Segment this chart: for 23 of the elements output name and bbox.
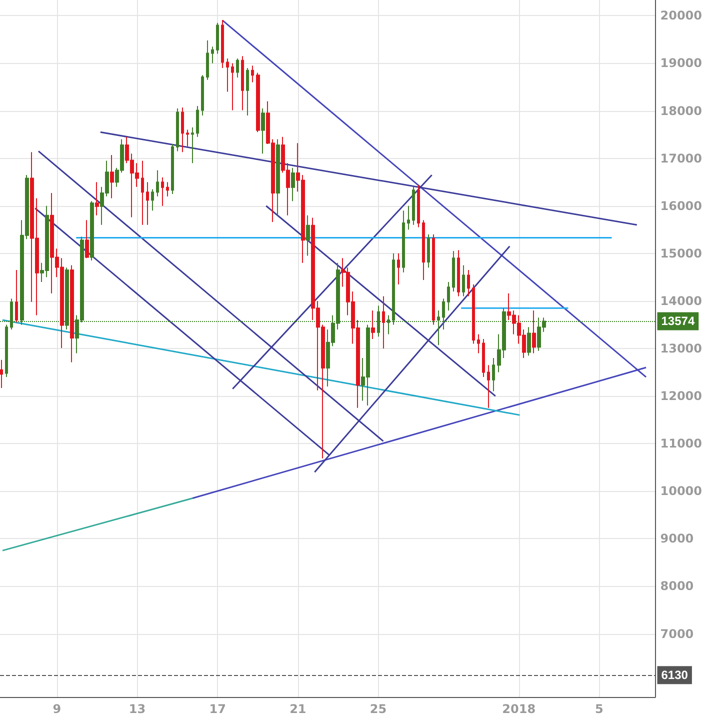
y-tick-label: 10000 [660, 484, 702, 498]
y-tick-label: 17000 [660, 151, 702, 166]
x-tick-label: 9 [52, 702, 62, 716]
x-tick-label: 25 [370, 702, 387, 716]
y-tick-label: 16000 [660, 198, 702, 213]
y-tick-label: 8000 [660, 579, 694, 594]
y-tick-label: 20000 [660, 8, 702, 23]
y-tick-label: 11000 [660, 436, 702, 451]
x-tick-label: 21 [290, 702, 306, 716]
y-tick-label: 7000 [660, 626, 694, 641]
y-tick-label: 14000 [660, 294, 702, 308]
x-tick-label: 17 [209, 702, 226, 716]
x-tick-label: 13 [128, 702, 146, 716]
ref-line-label: 6130 [661, 668, 688, 682]
y-tick-label: 12000 [660, 389, 702, 404]
y-tick-label: 9000 [660, 532, 694, 546]
y-tick-label: 19000 [660, 56, 702, 70]
x-tick-label: 2018 [502, 702, 536, 716]
y-tick-label: 18000 [660, 104, 702, 118]
y-tick-label: 15000 [660, 246, 702, 260]
x-tick-label: 5 [595, 702, 604, 716]
y-tick-label: 13000 [660, 342, 702, 356]
ref-line-label: 13574 [661, 314, 695, 328]
